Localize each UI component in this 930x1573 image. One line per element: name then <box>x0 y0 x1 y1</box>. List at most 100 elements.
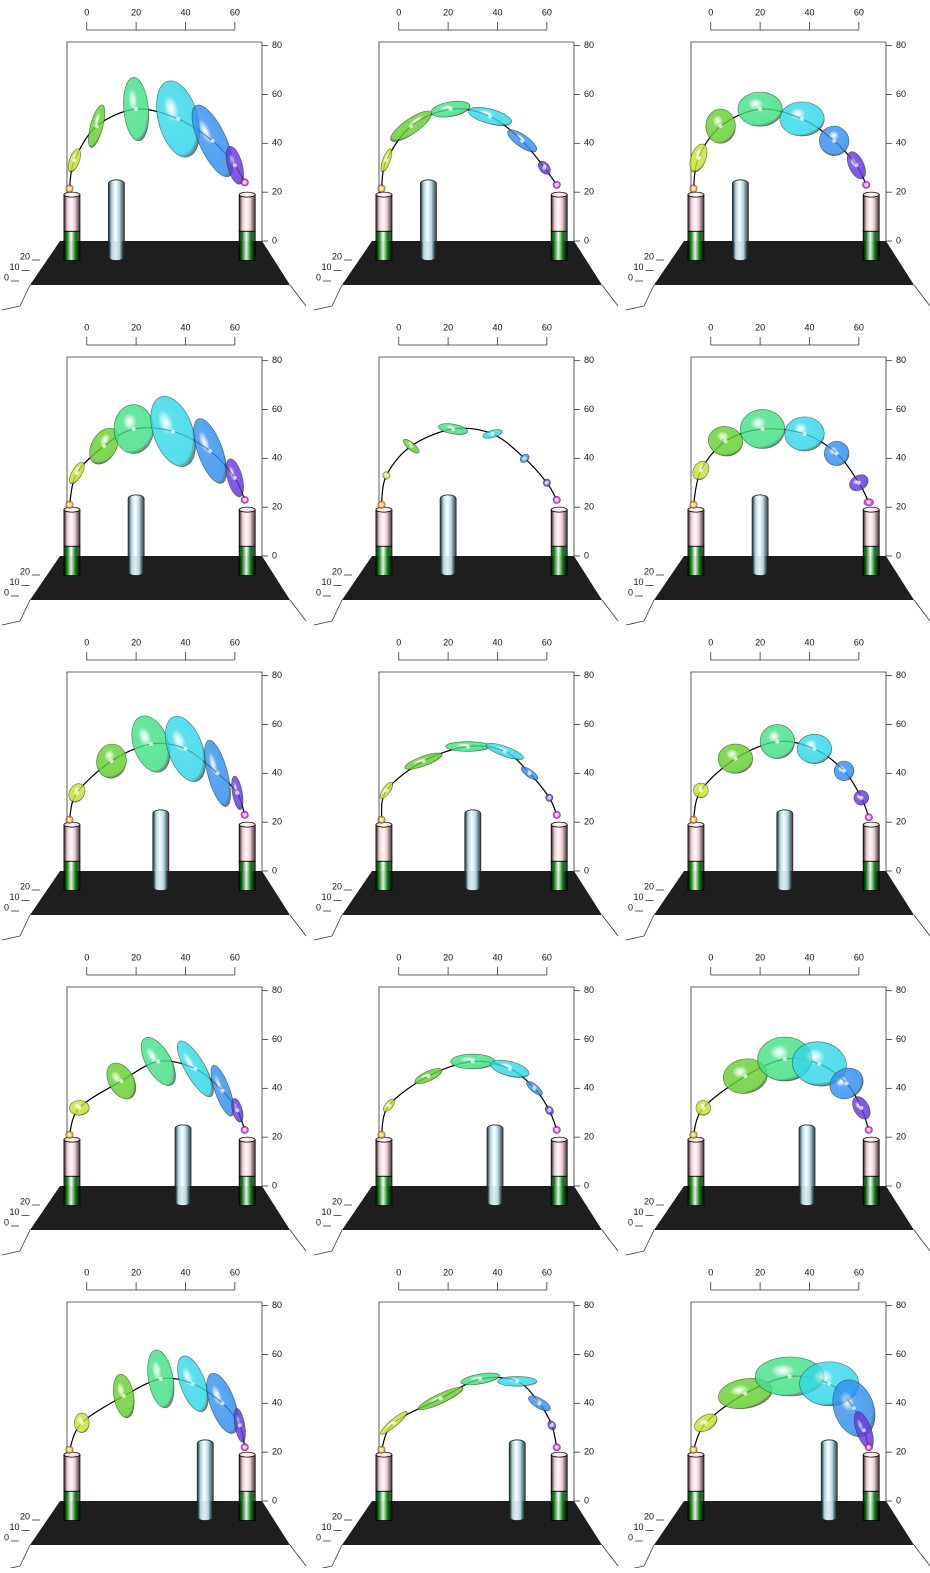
center-dot <box>760 427 765 432</box>
center-dot <box>532 1086 537 1091</box>
center-dot <box>554 812 559 817</box>
center-dot <box>391 1420 396 1425</box>
x-tick-label: 40 <box>804 952 814 962</box>
z-tick-label: 40 <box>272 768 282 778</box>
center-dot <box>507 1066 512 1071</box>
x-tick-label: 0 <box>84 322 89 332</box>
x-tick-label: 20 <box>443 7 453 17</box>
center-dot <box>832 138 837 143</box>
post-base <box>63 230 81 261</box>
depth-tick-label: 0 <box>316 587 321 597</box>
z-tick-label: 40 <box>584 1398 594 1408</box>
z-tick-label: 0 <box>896 1495 901 1505</box>
obstacle <box>174 1124 192 1206</box>
x-tick-label: 20 <box>131 1267 141 1277</box>
center-dot <box>67 502 72 507</box>
floor-outline <box>313 1544 619 1571</box>
z-tick-label: 0 <box>896 1180 901 1190</box>
post-top <box>862 1139 880 1177</box>
depth-tick-label: 20 <box>644 566 654 576</box>
post-base <box>687 230 705 261</box>
x-tick-label: 60 <box>542 952 552 962</box>
post-cap <box>862 821 880 828</box>
depth-tick-label: 20 <box>644 1196 654 1206</box>
depth-tick-label: 10 <box>633 1207 643 1217</box>
depth-tick-label: 20 <box>332 1511 342 1521</box>
post-base <box>375 545 393 576</box>
center-dot <box>718 124 723 129</box>
post-base <box>63 545 81 576</box>
center-dot <box>384 158 389 163</box>
post-top <box>375 1139 393 1177</box>
post-top <box>63 824 81 862</box>
z-tick-label: 20 <box>896 1447 906 1457</box>
center-dot <box>866 1445 871 1450</box>
floor-outline <box>1 599 307 626</box>
center-dot <box>859 795 864 800</box>
plot-box <box>66 1301 263 1501</box>
post-base <box>238 1175 256 1206</box>
post-cap <box>238 191 256 198</box>
x-tick-label: 20 <box>131 322 141 332</box>
center-dot <box>109 759 114 764</box>
post-cap <box>862 1451 880 1458</box>
center-dot <box>527 771 532 776</box>
x-tick-label: 0 <box>396 637 401 647</box>
x-tick-label: 40 <box>180 952 190 962</box>
post-base <box>550 545 568 576</box>
post-top <box>862 509 880 547</box>
depth-tick-label: 20 <box>644 251 654 261</box>
z-tick-label: 20 <box>896 1132 906 1142</box>
center-dot <box>102 444 107 449</box>
center-dot <box>379 1447 384 1452</box>
x-tick-label: 0 <box>708 952 713 962</box>
post-top <box>375 824 393 862</box>
z-tick-label: 0 <box>272 865 277 875</box>
center-dot <box>94 124 99 129</box>
x-tick-label: 0 <box>708 7 713 17</box>
center-dot <box>74 470 79 475</box>
post-cap <box>550 506 568 513</box>
post-base <box>687 860 705 891</box>
z-tick-label: 0 <box>584 1495 589 1505</box>
post-cap <box>238 1136 256 1143</box>
z-tick-label: 20 <box>584 1447 594 1457</box>
z-tick-label: 20 <box>272 1447 282 1457</box>
z-tick-label: 40 <box>896 138 906 148</box>
center-dot <box>232 475 237 480</box>
x-tick-label: 20 <box>443 322 453 332</box>
post-top <box>550 1139 568 1177</box>
post-top <box>862 824 880 862</box>
z-tick-label: 60 <box>896 404 906 414</box>
center-dot <box>465 744 470 749</box>
post-base <box>862 860 880 891</box>
floor-outline <box>313 914 619 941</box>
x-tick-label: 0 <box>84 637 89 647</box>
center-dot <box>384 788 389 793</box>
center-dot <box>67 186 72 191</box>
z-tick-label: 40 <box>272 453 282 463</box>
z-tick-label: 80 <box>272 985 282 995</box>
post-base <box>63 1490 81 1521</box>
post-base <box>238 860 256 891</box>
post-top <box>687 509 705 547</box>
center-dot <box>554 182 559 187</box>
floor-outline <box>313 599 619 626</box>
center-dot <box>544 480 549 485</box>
center-dot <box>190 1381 195 1386</box>
center-dot <box>235 790 240 795</box>
z-tick-label: 40 <box>584 453 594 463</box>
z-tick-label: 20 <box>896 817 906 827</box>
depth-tick-label: 0 <box>628 272 633 282</box>
post-cap <box>862 1136 880 1143</box>
x-tick-label: 20 <box>131 637 141 647</box>
center-dot <box>490 431 495 436</box>
center-dot <box>215 771 220 776</box>
z-tick-label: 20 <box>584 187 594 197</box>
center-dot <box>758 107 763 112</box>
floor-outline <box>625 1229 930 1256</box>
x-tick-label: 20 <box>443 952 453 962</box>
z-tick-label: 20 <box>584 1132 594 1142</box>
depth-tick-label: 20 <box>20 251 30 261</box>
